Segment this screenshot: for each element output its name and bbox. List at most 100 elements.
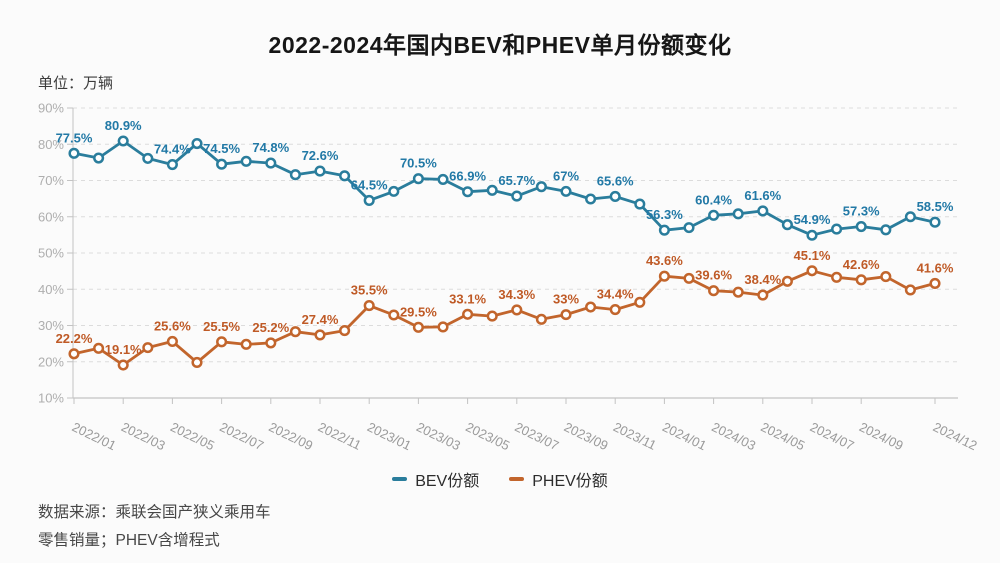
bev-point-marker: [904, 211, 916, 223]
bev-point-marker: [191, 137, 203, 150]
bev-point-label: 54.9%: [794, 212, 831, 227]
phev-point-marker: [388, 309, 400, 321]
bev-point-marker: [732, 208, 744, 220]
y-axis-tick-label: 10%: [38, 391, 64, 406]
phev-legend-label: PHEV份额: [532, 473, 608, 490]
legend-item-bev[interactable]: BEV份额: [392, 467, 479, 491]
bev-point-marker: [93, 152, 105, 164]
bev-point-marker: [781, 219, 793, 231]
y-axis-tick-label: 20%: [38, 354, 64, 369]
phev-point-marker: [634, 296, 646, 308]
bev-point-marker: [437, 173, 449, 185]
bev-point-marker: [265, 157, 277, 169]
bev-point-marker: [412, 173, 424, 185]
bev-point-label: 60.4%: [695, 192, 732, 207]
phev-point-marker: [191, 356, 203, 369]
phev-point-label: 38.4%: [744, 272, 781, 287]
phev-point-marker: [781, 275, 793, 287]
bev-point-marker: [142, 152, 154, 164]
phev-point-marker: [339, 325, 351, 337]
phev-point-marker: [412, 321, 424, 333]
phev-point-label: 33%: [553, 292, 579, 307]
bev-point-marker: [880, 224, 892, 236]
bev-point-marker: [289, 169, 301, 181]
bev-point-marker: [806, 229, 818, 241]
bev-point-label: 74.5%: [203, 141, 240, 156]
bev-point-label: 61.6%: [744, 188, 781, 203]
bev-point-marker: [462, 186, 474, 198]
x-axis-tick-label: 2022/03: [119, 419, 168, 453]
phev-point-marker: [757, 289, 769, 301]
bev-legend-label: BEV份额: [415, 473, 480, 490]
phev-point-label: 25.2%: [252, 320, 289, 335]
phev-point-label: 34.4%: [597, 287, 634, 302]
bev-point-marker: [831, 223, 843, 235]
bev-point-marker: [535, 181, 547, 193]
y-axis-tick-label: 90%: [38, 101, 64, 116]
bev-point-label: 70.5%: [400, 156, 437, 171]
phev-point-marker: [289, 326, 301, 338]
source-note-line1: 数据来源：乘联会国产狭义乘用车: [38, 504, 271, 521]
x-axis-tick-label: 2023/05: [463, 419, 512, 453]
bev-point-marker: [929, 216, 941, 228]
bev-legend-swatch-icon: [392, 477, 408, 481]
x-axis-tick-label: 2023/09: [562, 419, 611, 453]
phev-point-marker: [585, 301, 597, 313]
phev-point-label: 41.6%: [917, 260, 954, 275]
bev-point-marker: [68, 147, 80, 159]
bev-point-label: 80.9%: [105, 118, 142, 133]
phev-point-marker: [904, 284, 916, 296]
y-axis-tick-label: 80%: [38, 137, 64, 152]
phev-point-marker: [240, 338, 252, 350]
bev-point-marker: [585, 193, 597, 205]
bev-point-label: 74.4%: [154, 142, 191, 157]
bev-point-marker: [560, 185, 572, 197]
phev-point-marker: [560, 309, 572, 321]
chart-legend: BEV份额 PHEV份额: [0, 467, 1000, 491]
phev-point-label: 35.5%: [351, 283, 388, 298]
x-axis-tick-label: 2023/07: [512, 419, 561, 453]
phev-point-marker: [855, 274, 867, 286]
phev-point-label: 25.6%: [154, 318, 191, 333]
phev-point-marker: [511, 304, 523, 316]
bev-point-label: 74.8%: [252, 140, 289, 155]
bev-point-label: 65.7%: [498, 173, 535, 188]
x-axis-tick-label: 2022/01: [70, 419, 119, 453]
phev-point-label: 45.1%: [794, 248, 831, 263]
x-axis-tick-label: 2022/05: [168, 419, 217, 453]
bev-point-marker: [240, 155, 252, 167]
y-axis-tick-label: 60%: [38, 209, 64, 224]
bev-point-marker: [683, 222, 695, 234]
bev-point-marker: [166, 159, 178, 171]
phev-point-label: 43.6%: [646, 253, 683, 268]
bev-point-marker: [117, 135, 129, 147]
source-note-line2: 零售销量；PHEV含增程式: [38, 532, 220, 549]
bev-point-label: 77.5%: [56, 130, 93, 145]
phev-point-marker: [831, 271, 843, 283]
x-axis-tick-label: 2022/09: [266, 419, 315, 453]
y-axis-tick-label: 40%: [38, 282, 64, 297]
phev-point-marker: [68, 348, 80, 360]
bev-point-marker: [634, 198, 646, 210]
bev-point-marker: [757, 205, 769, 217]
bev-point-marker: [388, 185, 400, 197]
phev-point-marker: [929, 277, 941, 290]
phev-point-label: 27.4%: [302, 312, 339, 327]
bev-point-label: 66.9%: [449, 169, 486, 184]
bev-point-label: 56.3%: [646, 207, 683, 222]
phev-point-marker: [117, 359, 129, 371]
phev-point-label: 25.5%: [203, 319, 240, 334]
x-axis-tick-label: 2024/05: [758, 419, 807, 453]
bev-point-marker: [609, 190, 621, 202]
phev-point-marker: [732, 286, 744, 298]
legend-item-phev[interactable]: PHEV份额: [509, 467, 608, 491]
phev-point-label: 19.1%: [105, 342, 142, 357]
bev-point-label: 65.6%: [597, 173, 634, 188]
x-axis-tick-label: 2022/07: [217, 419, 266, 453]
x-axis-tick-label: 2023/11: [611, 419, 659, 453]
x-axis-tick-label: 2024/09: [857, 419, 906, 453]
phev-point-marker: [708, 285, 720, 297]
phev-point-marker: [314, 329, 326, 341]
